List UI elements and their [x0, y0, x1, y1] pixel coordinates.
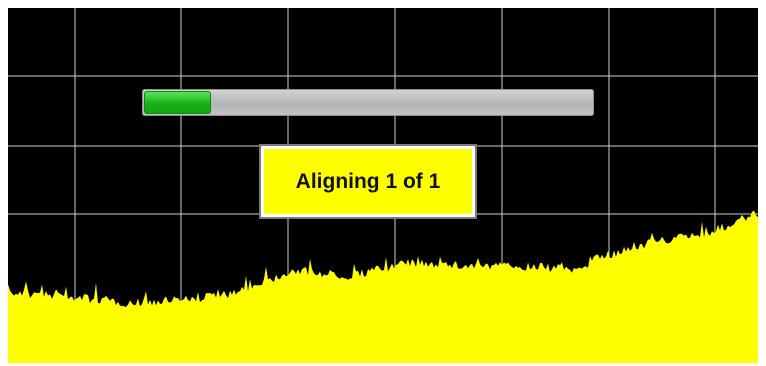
alignment-status-text: Aligning 1 of 1 — [295, 169, 441, 193]
alignment-status-box: Aligning 1 of 1 — [261, 146, 475, 217]
trace-waveform — [8, 210, 758, 363]
spectrum-display: Aligning 1 of 1 — [8, 8, 758, 363]
alignment-progress-bar — [142, 89, 594, 116]
alignment-progress-fill — [144, 91, 211, 114]
